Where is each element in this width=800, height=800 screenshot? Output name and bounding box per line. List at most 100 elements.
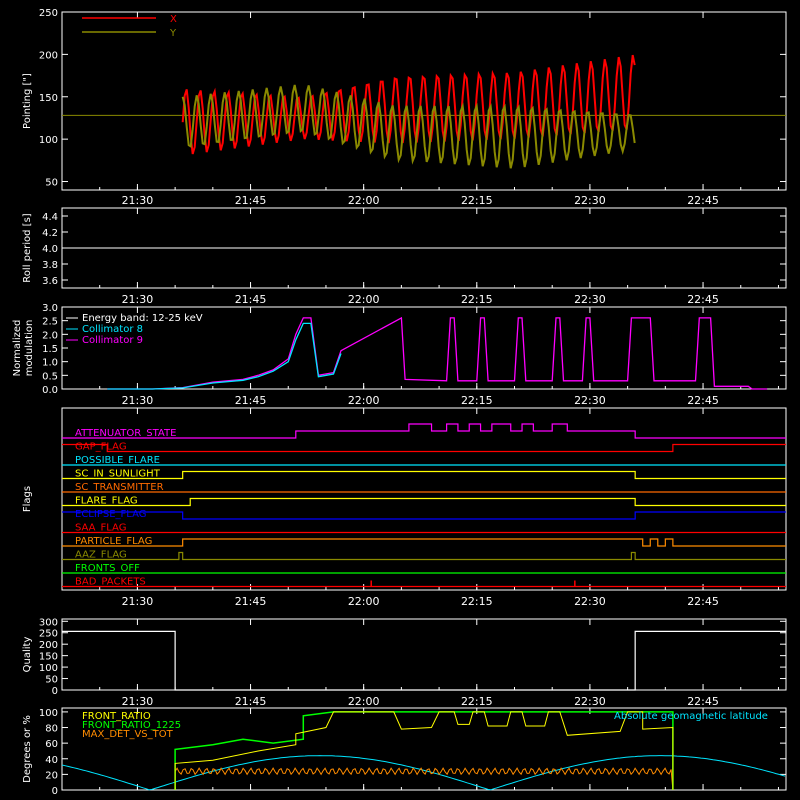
- roll-ytick-label: 4.0: [42, 244, 58, 255]
- front-ratio-series: [174, 711, 674, 790]
- pointing-panel: 21:30 21:45 22:00 22:15 22:30 22:45 50 100 150 20…: [22, 8, 787, 207]
- roll-xtick-label: 22:00: [348, 293, 380, 306]
- roll-ytick-label: 4.2: [42, 228, 58, 239]
- flag-line-particle_flag: [62, 538, 786, 547]
- flags-xtick-label: 21:30: [122, 595, 154, 608]
- flag-label: ECLIPSE_FLAG: [75, 509, 146, 520]
- roll-ytick-label: 4.4: [42, 212, 58, 223]
- modulation-series-collimator-9: [107, 316, 768, 390]
- flag-label: SC_IN_SUNLIGHT: [75, 469, 161, 480]
- roll-xtick-label: 21:45: [235, 293, 267, 306]
- pointing-xtick-label: 21:45: [235, 194, 267, 207]
- quality-xtick-label: 22:30: [574, 695, 606, 708]
- pointing-legend-label: Y: [169, 28, 177, 39]
- modulation-legend-label: Energy band: 12-25 keV: [82, 313, 203, 324]
- quality-ytick-label: 250: [39, 629, 58, 640]
- modulation-ytick-label: 1.5: [42, 344, 58, 355]
- degrees-ytick-label: 100: [39, 708, 58, 719]
- pointing-series-x: [181, 54, 636, 155]
- modulation-ytick-label: 0.5: [42, 371, 58, 382]
- max-det-vs-tot-series: [174, 767, 674, 791]
- flags-xtick-label: 21:45: [235, 595, 267, 608]
- pointing-ytick-label: 50: [45, 178, 58, 189]
- quality-ytick-label: 100: [39, 663, 58, 674]
- flag-label: FLARE_FLAG: [75, 496, 138, 507]
- flag-line-eclipse_flag: [62, 511, 786, 520]
- pointing-xtick-label: 22:30: [574, 194, 606, 207]
- modulation-series-collimator-8: [107, 322, 342, 390]
- flag-label: AAZ_FLAG: [75, 550, 127, 561]
- quality-ylabel: Quality: [22, 637, 33, 673]
- flag-label: ATTENUATOR_STATE: [75, 428, 176, 439]
- pointing-xtick-label: 21:30: [122, 194, 154, 207]
- flag-label: SAA_FLAG: [75, 523, 126, 534]
- degrees-ytick-label: 0: [52, 786, 58, 797]
- pointing-ytick-label: 250: [39, 8, 58, 19]
- modulation-xtick-label: 21:45: [235, 394, 267, 407]
- degrees-frame: [61, 707, 787, 791]
- quality-xtick-label: 22:45: [687, 695, 719, 708]
- flag-label: FRONTS_OFF: [75, 563, 140, 574]
- roll-ylabel: Roll period [s]: [22, 213, 33, 282]
- pointing-xtick-label: 22:45: [687, 194, 719, 207]
- flags-frame: [61, 407, 787, 591]
- modulation-xtick-label: 22:00: [348, 394, 380, 407]
- modulation-ytick-label: 2.5: [42, 317, 58, 328]
- pointing-ytick-label: 200: [39, 50, 58, 61]
- pointing-xtick-label: 22:00: [348, 194, 380, 207]
- geomagnetic-latitude-series: [61, 755, 786, 791]
- flag-line-attenuator_state: [62, 423, 786, 439]
- degrees-ytick-label: 60: [45, 739, 58, 750]
- flag-label: POSSIBLE_FLARE: [75, 455, 160, 466]
- pointing-ytick-label: 150: [39, 93, 58, 104]
- roll-xtick-label: 22:15: [461, 293, 493, 306]
- modulation-panel: 21:30 21:45 22:00 22:15 22:30 22:45 0.0 0.5 1.0 1…: [12, 303, 787, 407]
- flag-line-gap_flag: [62, 443, 786, 453]
- flags-panel: 21:30 21:45 22:00 22:15 22:30 22:45 Flags ATTEN…: [22, 407, 787, 608]
- modulation-ytick-label: 1.0: [42, 358, 58, 369]
- degrees-ytick-label: 80: [45, 724, 58, 735]
- flag-label: BAD_PACKETS: [75, 577, 146, 588]
- quality-frame: [61, 618, 787, 691]
- modulation-legend-label: Collimator 9: [82, 335, 143, 346]
- modulation-ytick-label: 2.0: [42, 330, 58, 341]
- roll-panel: 21:30 21:45 22:00 22:15 22:30 22:45 3.6 3.8 4.0 4…: [22, 207, 787, 306]
- flag-label: SC_TRANSMITTER: [75, 482, 164, 493]
- flag-line-sc_in_sunlight: [62, 470, 786, 480]
- degrees-legend-label: FRONT_RATIO: [82, 711, 151, 722]
- quality-ytick-label: 200: [39, 640, 58, 651]
- degrees-legend-label: FRONT_RATIO_1225: [82, 720, 181, 731]
- quality-xtick-label: 22:00: [348, 695, 380, 708]
- modulation-legend-label: Collimator 8: [82, 324, 143, 335]
- front-ratio-1225-series: [174, 711, 674, 790]
- pointing-ylabel: Pointing ["]: [22, 73, 33, 129]
- modulation-xtick-label: 21:30: [122, 394, 154, 407]
- quality-ytick-label: 150: [39, 652, 58, 663]
- quality-ytick-label: 0: [52, 686, 58, 697]
- degrees-legend-label: MAX_DET_VS_TOT: [82, 729, 174, 740]
- quality-xtick-label: 21:30: [122, 695, 154, 708]
- pointing-xtick-label: 22:15: [461, 194, 493, 207]
- flags-ylabel: Flags: [22, 486, 33, 512]
- roll-ytick-label: 3.8: [42, 260, 58, 271]
- degrees-ylabel: Degrees or %: [22, 715, 33, 783]
- modulation-ytick-label: 0.0: [42, 385, 58, 396]
- degrees-panel: 0 20 40 60 80 100 Degrees or % FRONT_RATIOFRONT…: [22, 707, 787, 797]
- pointing-legend-label: X: [170, 14, 177, 25]
- roll-ytick-label: 3.6: [42, 276, 58, 287]
- roll-xtick-label: 22:45: [687, 293, 719, 306]
- modulation-ylabel: modulation: [24, 320, 35, 377]
- quality-xtick-label: 21:45: [235, 695, 267, 708]
- modulation-xtick-label: 22:45: [687, 394, 719, 407]
- degrees-legend-label: Absolute geomagnetic latitude: [614, 711, 768, 722]
- modulation-xtick-label: 22:30: [574, 394, 606, 407]
- roll-xtick-label: 22:30: [574, 293, 606, 306]
- quality-ytick-label: 300: [39, 617, 58, 628]
- flag-line-flare_flag: [62, 497, 786, 507]
- modulation-ytick-label: 3.0: [42, 303, 58, 314]
- flag-label: PARTICLE_FLAG: [75, 536, 152, 547]
- flag-label: GAP_FLAG: [75, 442, 127, 453]
- quality-series: [62, 630, 786, 691]
- modulation-ylabel: Normalized: [12, 320, 23, 377]
- roll-xtick-label: 21:30: [122, 293, 154, 306]
